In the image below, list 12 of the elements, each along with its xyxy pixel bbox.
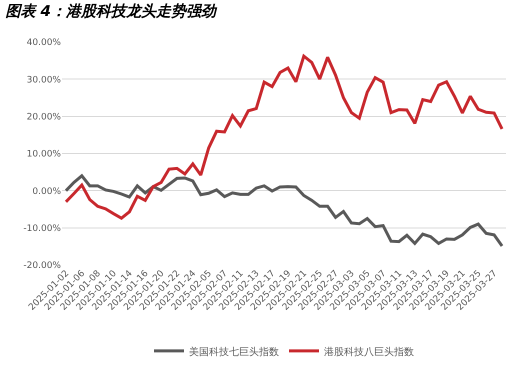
legend-label: 港股科技八巨头指数 xyxy=(324,346,414,358)
y-tick-label: 0.00% xyxy=(32,186,62,197)
line-series xyxy=(64,54,504,220)
y-tick-label: -10.00% xyxy=(23,224,62,234)
y-tick-label: -20.00% xyxy=(23,261,62,272)
y-tick-label: 40.00% xyxy=(26,38,62,48)
legend-label: 美国科技七巨头指数 xyxy=(189,346,279,358)
y-tick-label: 10.00% xyxy=(26,150,62,160)
y-tick-label: 30.00% xyxy=(26,75,62,86)
y-tick-label: 20.00% xyxy=(26,112,62,122)
chart-title: 图表 4：港股科技龙头走势强劲 xyxy=(5,2,218,20)
line-series xyxy=(64,174,504,248)
